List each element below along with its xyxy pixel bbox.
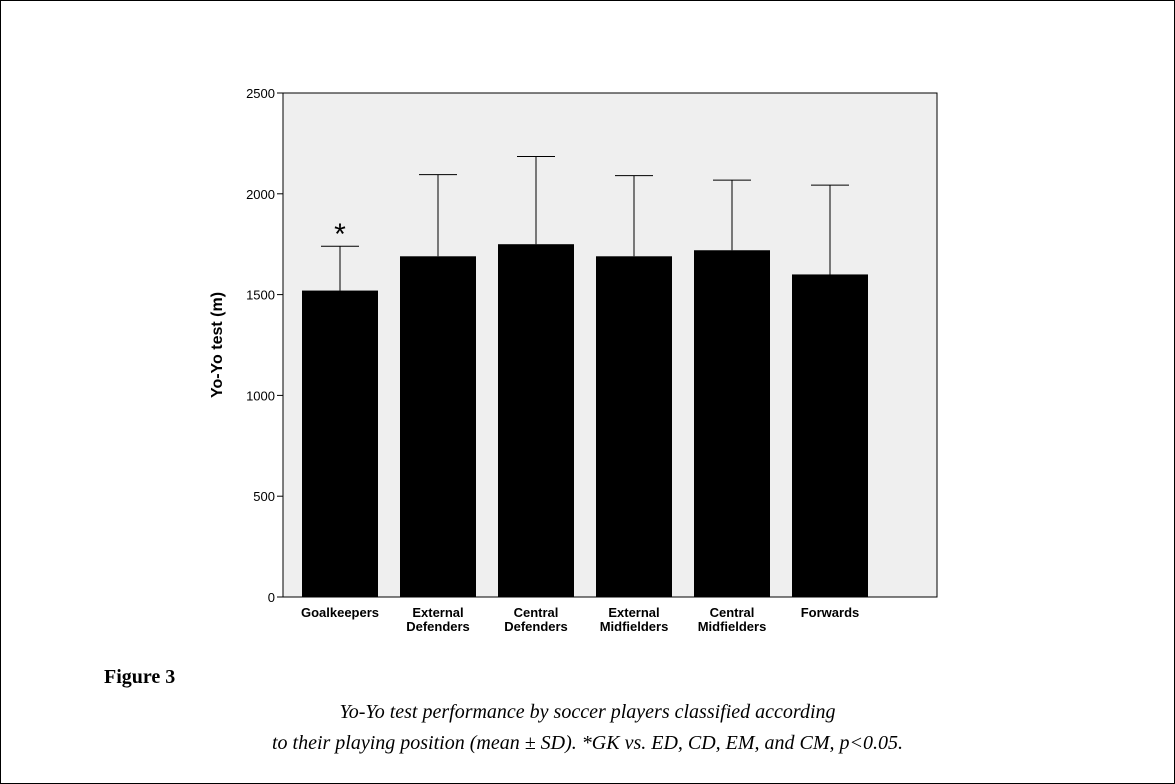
x-axis: Goalkeepers External Defenders Central Defen… — [301, 605, 859, 634]
x-tick-label-2: Central Defenders — [504, 605, 568, 634]
bar-0 — [302, 290, 378, 597]
y-tick-label-0: 0 — [268, 590, 275, 605]
figure-label: Figure 3 — [104, 666, 176, 688]
bar-1 — [400, 256, 476, 597]
bar-2 — [498, 244, 574, 597]
error-bars: * — [321, 156, 849, 291]
y-tick-label-3: 1500 — [246, 288, 275, 303]
bar-4 — [694, 250, 770, 598]
y-tick-label-5: 2500 — [246, 86, 275, 101]
y-axis-label: Yo-Yo test (m) — [209, 292, 226, 398]
y-tick-label-4: 2000 — [246, 187, 275, 202]
bar-5 — [792, 274, 868, 597]
x-tick-label-5: Forwards — [801, 605, 860, 620]
bar-3 — [596, 256, 672, 597]
y-tick-label-2: 1000 — [246, 388, 275, 403]
y-tick-label-1: 500 — [253, 489, 275, 504]
x-tick-label-0: Goalkeepers — [301, 605, 379, 620]
bars — [302, 244, 868, 598]
x-tick-label-4: Central Midfielders — [698, 605, 767, 634]
figure-caption-line-1: Yo-Yo test performance by soccer players… — [339, 701, 836, 723]
significance-marker-0: * — [334, 218, 346, 251]
x-tick-label-3: External Midfielders — [600, 605, 669, 634]
figure-caption-line-2: to their playing position (mean ± SD). *… — [271, 732, 904, 754]
y-axis: 0 500 1000 1500 2000 2500 — [246, 86, 283, 605]
x-tick-label-1: External Defenders — [406, 605, 470, 634]
